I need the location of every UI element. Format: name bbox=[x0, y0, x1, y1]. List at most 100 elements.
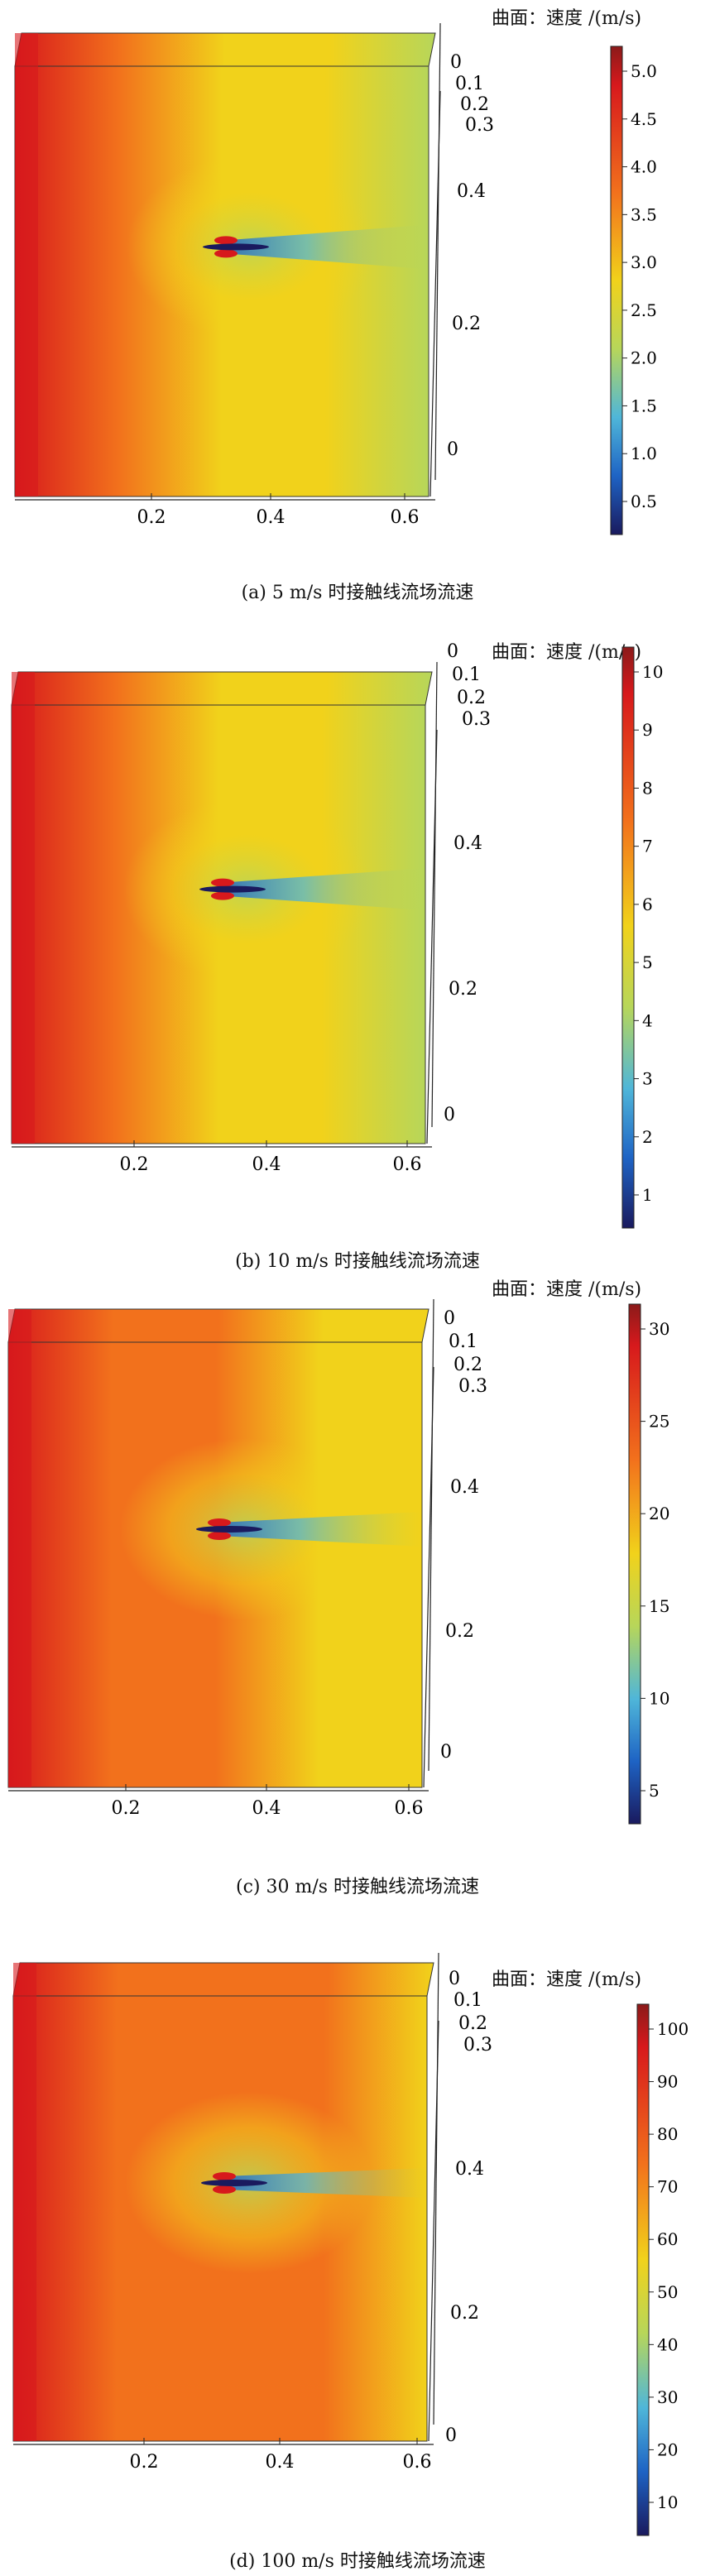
flow-field-plot: 00.10.20.30.40.200.2 0.4 0.610090807060504… bbox=[12, 1952, 689, 2536]
stagnation-high bbox=[211, 891, 234, 900]
contact-wire-icon bbox=[201, 2179, 267, 2186]
side-tick-label: 0 bbox=[444, 1105, 455, 1125]
depth-tick-label: 0.1 bbox=[453, 1990, 482, 2011]
depth-tick-label: 0.3 bbox=[465, 115, 494, 136]
side-axis bbox=[423, 1366, 434, 1788]
stagnation-high bbox=[213, 2185, 236, 2194]
colorbar-tick-label: 2.0 bbox=[631, 348, 657, 368]
depth-axis bbox=[434, 22, 441, 481]
figure-panel-b: 曲面：速度 /(m/s) 0 0.1 0.2 0.3 0.4 0.2 0 0.2 0.4 0.6 1… bbox=[0, 637, 715, 1274]
x-tick-label: 0.6 bbox=[393, 1154, 422, 1175]
wake-region bbox=[223, 868, 425, 911]
figure-caption: (a) 5 m/s 时接触线流场流速 bbox=[241, 583, 474, 603]
side-tick-label: 0.4 bbox=[455, 2159, 484, 2180]
side-tick-label: 0.4 bbox=[453, 833, 482, 854]
stagnation-high bbox=[208, 1531, 231, 1540]
legend-title: 曲面：速度 /(m/s) bbox=[492, 8, 642, 29]
depth-tick-label: 0.1 bbox=[455, 74, 484, 94]
side-axis bbox=[428, 2020, 439, 2442]
depth-tick-label: 0.1 bbox=[452, 664, 481, 685]
top-face bbox=[12, 1962, 434, 1997]
colorbar-tick-label: 1.0 bbox=[631, 444, 657, 463]
depth-tick-label: 0 bbox=[444, 1308, 455, 1329]
depth-axis bbox=[428, 1298, 434, 1772]
side-tick-label: 0 bbox=[445, 2425, 457, 2446]
colorbar bbox=[636, 2003, 650, 2536]
colorbar-tick-label: 4.5 bbox=[631, 109, 657, 129]
inlet-region bbox=[13, 1963, 36, 2441]
side-tick-label: 0.4 bbox=[450, 1477, 479, 1498]
side-tick-label: 0.2 bbox=[449, 979, 477, 1000]
colorbar-tick-label: 3.5 bbox=[631, 204, 657, 224]
x-tick-label: 0.4 bbox=[252, 1154, 281, 1175]
side-tick-label: 0 bbox=[440, 1742, 452, 1763]
figure-caption: (b) 10 m/s 时接触线流场流速 bbox=[235, 1251, 480, 1272]
x-tick-label: 0.2 bbox=[120, 1154, 149, 1175]
colorbar-tick-label: 2.5 bbox=[631, 300, 657, 320]
colorbar-tick-label: 40 bbox=[657, 2334, 678, 2354]
depth-axis bbox=[431, 661, 438, 1128]
side-axis bbox=[429, 90, 441, 497]
colorbar-tick-label: 4 bbox=[642, 1010, 653, 1030]
depth-tick-label: 0.3 bbox=[463, 2035, 492, 2056]
depth-tick-label: 0 bbox=[449, 1969, 460, 1989]
flow-field-plot: 00.10.20.30.40.200.2 0.4 0.65.04.54.03.53.… bbox=[14, 22, 657, 535]
colorbar-tick-label: 0.5 bbox=[631, 492, 657, 511]
x-tick-label: 0.4 bbox=[252, 1798, 281, 1819]
colorbar-tick-label: 15 bbox=[649, 1596, 669, 1616]
depth-tick-label: 0 bbox=[447, 641, 458, 662]
x-tick-label: 0.2 bbox=[130, 2452, 159, 2473]
colorbar-tick-label: 2 bbox=[642, 1127, 653, 1147]
inlet-region bbox=[8, 1309, 31, 1787]
stagnation-high bbox=[211, 878, 234, 887]
depth-axis bbox=[433, 1952, 439, 2425]
colorbar-tick-label: 20 bbox=[657, 2439, 678, 2459]
colorbar-tick-label: 1 bbox=[642, 1185, 653, 1205]
contact-wire-icon bbox=[199, 885, 266, 893]
colorbar-tick-label: 60 bbox=[657, 2229, 678, 2249]
colorbar-tick-label: 1.5 bbox=[631, 396, 657, 415]
colorbar-tick-label: 100 bbox=[657, 2019, 689, 2039]
figure-caption: (c) 30 m/s 时接触线流场流速 bbox=[235, 1877, 480, 1897]
wake-region bbox=[219, 1511, 422, 1547]
contact-wire-icon bbox=[203, 243, 269, 251]
top-face bbox=[7, 1308, 429, 1343]
colorbar-tick-label: 4.0 bbox=[631, 157, 657, 177]
x-tick-label: 0.6 bbox=[391, 507, 420, 528]
colorbar-tick-label: 10 bbox=[642, 662, 663, 682]
depth-tick-label: 0.2 bbox=[460, 94, 489, 115]
inlet-region bbox=[15, 33, 38, 496]
colorbar-tick-label: 6 bbox=[642, 895, 653, 914]
x-tick-label: 0.2 bbox=[112, 1798, 141, 1819]
side-tick-label: 0.2 bbox=[445, 1621, 474, 1642]
legend-title: 曲面：速度 /(m/s) bbox=[492, 1969, 642, 1990]
legend-title: 曲面：速度 /(m/s) bbox=[492, 642, 642, 663]
colorbar-tick-label: 3 bbox=[642, 1069, 653, 1089]
depth-tick-label: 0.1 bbox=[449, 1331, 477, 1352]
stagnation-high bbox=[214, 236, 238, 245]
x-tick-label: 0.4 bbox=[266, 2452, 295, 2473]
x-tick-label: 0.6 bbox=[403, 2452, 432, 2473]
depth-tick-label: 0 bbox=[450, 52, 462, 73]
colorbar bbox=[610, 46, 623, 535]
figure-caption: (d) 100 m/s 时接触线流场流速 bbox=[229, 2551, 486, 2572]
x-tick-label: 0.6 bbox=[395, 1798, 424, 1819]
top-face bbox=[14, 32, 436, 67]
stagnation-high bbox=[208, 1518, 231, 1527]
depth-tick-label: 0.2 bbox=[453, 1355, 482, 1375]
stagnation-high bbox=[214, 249, 238, 258]
colorbar-tick-label: 5 bbox=[649, 1781, 660, 1801]
figure-panel-c: 曲面：速度 /(m/s) 0 0.1 0.2 0.3 0.4 0.2 0 0.2 0.4 0.6 3… bbox=[0, 1274, 715, 1928]
depth-tick-label: 0.2 bbox=[457, 688, 486, 708]
colorbar-tick-label: 7 bbox=[642, 837, 653, 856]
colorbar-tick-label: 9 bbox=[642, 720, 653, 740]
colorbar bbox=[628, 1303, 641, 1825]
side-tick-label: 0 bbox=[447, 439, 458, 460]
figure-panel-a: 曲面：速度 /(m/s) 0 0.1 0.2 0.3 0.4 0.2 0 0.2 0.4 0.6 5… bbox=[0, 0, 715, 637]
depth-tick-label: 0.2 bbox=[458, 2013, 487, 2034]
contact-wire-icon bbox=[196, 1525, 262, 1533]
top-face bbox=[11, 671, 433, 706]
colorbar-tick-label: 20 bbox=[649, 1504, 669, 1523]
figure-panel-d: 曲面：速度 /(m/s) 0 0.1 0.2 0.3 0.4 0.2 0 0.2 0.4 0.6 1… bbox=[0, 1928, 715, 2576]
colorbar-tick-label: 5.0 bbox=[631, 61, 657, 81]
